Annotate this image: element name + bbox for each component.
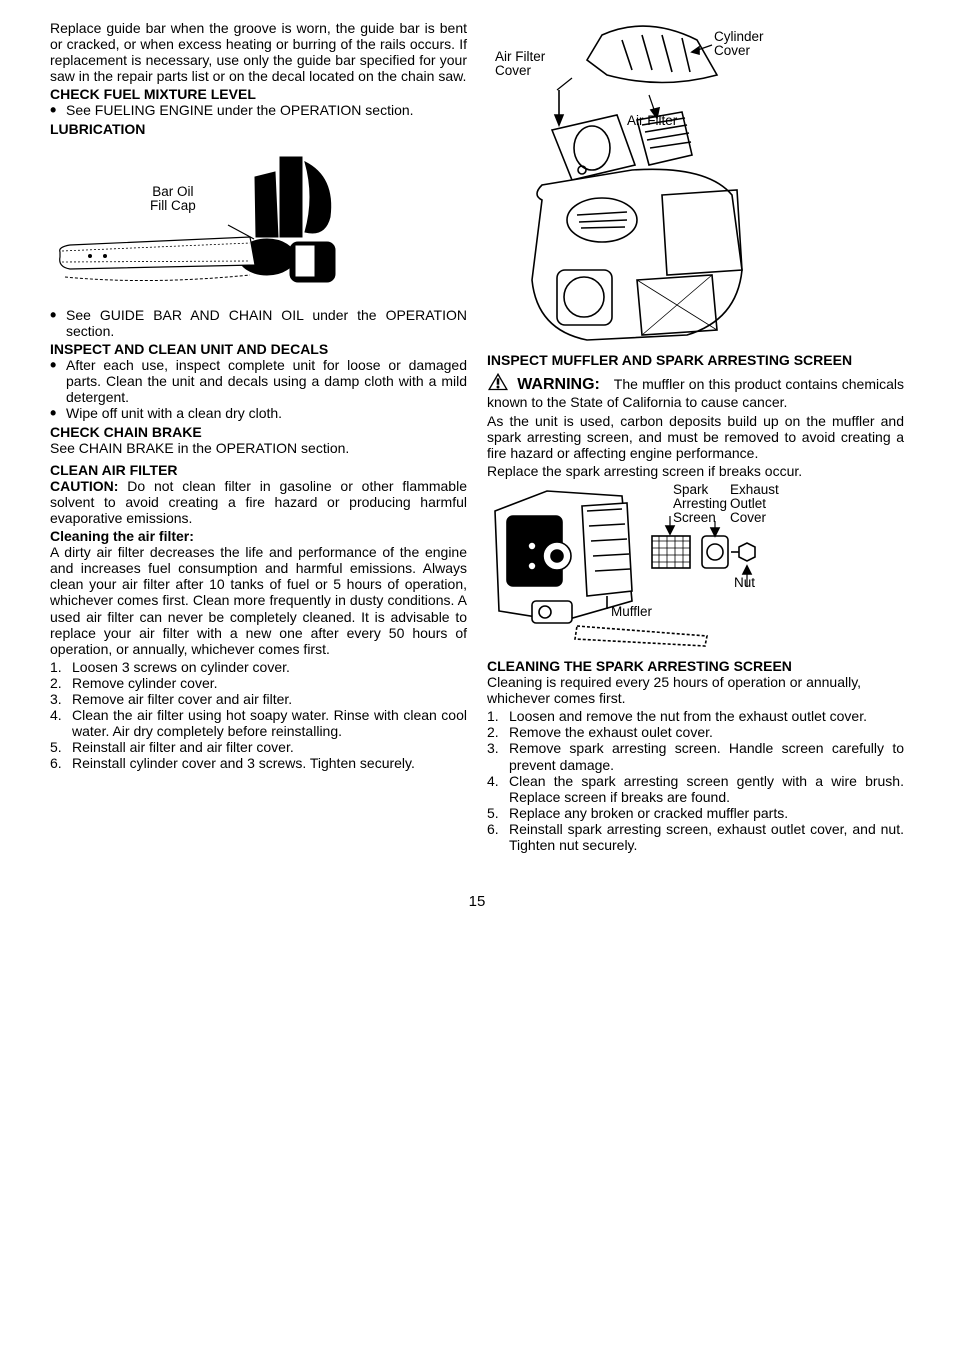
- caution-lead: CAUTION:: [50, 478, 118, 494]
- clean-spark-lead: Cleaning is required every 25 hours of o…: [487, 674, 904, 706]
- bullet-text: See GUIDE BAR AND CHAIN OIL under the OP…: [66, 307, 467, 339]
- left-step-3: 3.Remove air filter cover and air filter…: [50, 691, 467, 707]
- warn-p2: As the unit is used, carbon deposits bui…: [487, 413, 904, 461]
- bullet-text: Wipe off unit with a clean dry cloth.: [66, 405, 467, 421]
- right-step-3: 3.Remove spark arresting screen. Handle …: [487, 740, 904, 772]
- bullet-icon: •: [50, 307, 66, 339]
- inspect-b1: • After each use, inspect complete unit …: [50, 357, 467, 405]
- left-step-5: 5.Reinstall air filter and air filter co…: [50, 739, 467, 755]
- inspect-heading: INSPECT AND CLEAN UNIT AND DECALS: [50, 341, 467, 357]
- right-step-2: 2.Remove the exhaust oulet cover.: [487, 724, 904, 740]
- clean-spark-heading: CLEANING THE SPARK ARRESTING SCREEN: [487, 658, 904, 674]
- warning-block: WARNING: The muffler on this product con…: [487, 372, 904, 410]
- left-step-2: 2.Remove cylinder cover.: [50, 675, 467, 691]
- left-step-6: 6.Reinstall cylinder cover and 3 screws.…: [50, 755, 467, 771]
- intro-paragraph: Replace guide bar when the groove is wor…: [50, 20, 467, 84]
- page-number: 15: [50, 893, 904, 910]
- bullet-text: After each use, inspect complete unit fo…: [66, 357, 467, 405]
- left-step-4: 4.Clean the air filter using hot soapy w…: [50, 707, 467, 739]
- clean-air-heading: CLEAN AIR FILTER: [50, 462, 467, 478]
- right-step-4: 4.Clean the spark arresting screen gentl…: [487, 773, 904, 805]
- check-fuel-bullet: • See FUELING ENGINE under the OPERATION…: [50, 102, 467, 118]
- warning-icon: [487, 372, 509, 392]
- muffler-label: Muffler: [611, 605, 652, 619]
- bullet-icon: •: [50, 357, 66, 405]
- bullet-text: See FUELING ENGINE under the OPERATION s…: [66, 102, 467, 118]
- air-filter-figure: Air FilterCover CylinderCover Air Filter: [487, 20, 904, 350]
- right-step-6: 6.Reinstall spark arresting screen, exha…: [487, 821, 904, 853]
- right-column: Air FilterCover CylinderCover Air Filter…: [487, 20, 904, 853]
- air-filter-label: Air Filter: [627, 114, 677, 128]
- warning-label: WARNING:: [517, 376, 600, 393]
- muffler-figure: SparkArrestingScreen ExhaustOutletCover …: [487, 481, 904, 656]
- cleaning-para: A dirty air filter decreases the life an…: [50, 544, 467, 657]
- caution-para: CAUTION: Do not clean filter in gasoline…: [50, 478, 467, 526]
- right-step-1: 1.Loosen and remove the nut from the exh…: [487, 708, 904, 724]
- left-column: Replace guide bar when the groove is wor…: [50, 20, 467, 853]
- warn-p3: Replace the spark arresting screen if br…: [487, 463, 904, 479]
- lubrication-heading: LUBRICATION: [50, 121, 467, 137]
- bar-oil-label: Bar Oil Fill Cap: [150, 185, 196, 213]
- spark-label: SparkArrestingScreen: [673, 483, 727, 526]
- lubrication-figure: Bar Oil Fill Cap: [50, 137, 467, 307]
- bullet-icon: •: [50, 405, 66, 421]
- cylinder-cover-label: CylinderCover: [714, 30, 764, 58]
- lubrication-svg: [50, 137, 340, 307]
- cleaning-sub: Cleaning the air filter:: [50, 528, 467, 544]
- muffler-heading: INSPECT MUFFLER AND SPARK ARRESTING SCRE…: [487, 352, 904, 368]
- bullet-icon: •: [50, 102, 66, 118]
- check-brake-text: See CHAIN BRAKE in the OPERATION section…: [50, 440, 467, 456]
- inspect-b2: • Wipe off unit with a clean dry cloth.: [50, 405, 467, 421]
- lub-bullet: • See GUIDE BAR AND CHAIN OIL under the …: [50, 307, 467, 339]
- check-brake-heading: CHECK CHAIN BRAKE: [50, 424, 467, 440]
- left-step-1: 1.Loosen 3 screws on cylinder cover.: [50, 659, 467, 675]
- right-step-5: 5.Replace any broken or cracked muffler …: [487, 805, 904, 821]
- check-fuel-heading: CHECK FUEL MIXTURE LEVEL: [50, 86, 467, 102]
- nut-label: Nut: [734, 576, 755, 590]
- air-filter-cover-label: Air FilterCover: [495, 50, 545, 78]
- exhaust-label: ExhaustOutletCover: [730, 483, 779, 526]
